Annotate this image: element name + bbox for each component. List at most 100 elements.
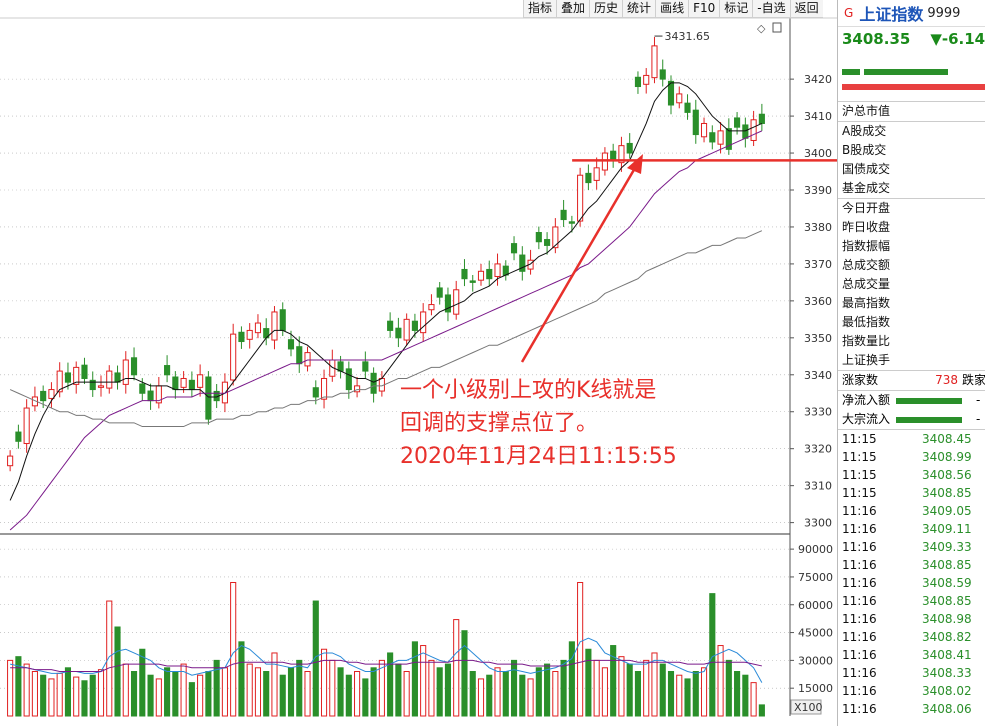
toolbar-mark-button[interactable]: 标记 [719,0,752,17]
kline-chart[interactable]: ◇ 3300 3310 3320 3330 3340 3350 3360 3370 3380 339… [0,0,837,726]
quote-code: 9999 [927,5,961,21]
toolbar-back-button[interactable]: 返回 [789,0,823,17]
volume-bar [122,663,129,717]
tick-time: 11:16 [842,630,877,644]
quote-price: 3408.35 [842,30,911,48]
stat-label: 昨日收盘 [842,220,891,234]
price-tick-label: 3390 [804,184,832,197]
annotation-arrowhead [627,154,643,174]
candle-body [180,377,187,388]
tick-price: 3408.41 [922,648,972,662]
toolbar-stats-button[interactable]: 统计 [622,0,655,17]
volume-tick-label: 15000 [798,682,833,695]
volume-bar [15,656,22,717]
candle-body [428,304,435,311]
tick-row: 11:15 3408.85 [838,484,985,502]
volume-bar [354,671,361,717]
volume-bar [23,663,30,717]
flow-label: 净流入额 [842,393,891,407]
volume-bar [684,678,691,717]
price-tick-label: 3420 [804,73,832,86]
volume-bar [304,671,311,717]
flow-row: 净流入额 - [838,391,985,410]
tick-list[interactable]: 11:15 3408.45 11:15 3408.99 11:15 3408.56 11:1… [838,429,985,718]
info-label: B股成交 [842,143,887,157]
candle-body [544,239,551,246]
candle-body [651,45,658,79]
volume-bar [577,582,584,717]
tick-time: 11:16 [842,666,877,680]
annotation-text: 一个小级别上攻的K线就是 回调的支撑点位了。 2020年11月24日11:15:… [400,374,677,473]
volume-bar [395,663,402,717]
candle-body [279,309,286,331]
volume-bar [469,671,476,717]
volume-bar [725,659,732,717]
quote-header: G 上证指数 9999 [838,0,985,27]
annotation-line: 2020年11月24日11:15:55 [400,444,677,469]
volume-bar [89,674,96,717]
quote-name: 上证指数 [859,5,924,24]
info-label: 基金成交 [842,181,891,195]
tick-time: 11:15 [842,486,877,500]
tick-row: 11:16 3408.59 [838,574,985,592]
volume-bar [734,671,741,717]
candle-body [618,145,625,164]
toolbar-f10-button[interactable]: F10 [688,0,719,17]
tick-price: 3409.33 [922,540,972,554]
toolbar-draw-button[interactable]: 画线 [655,0,688,17]
volume-bar [610,645,617,717]
flow-bar [896,416,963,423]
price-tick-label: 3340 [804,369,832,382]
candle-body [444,294,452,313]
quote-price-row: 3408.35 ▼-6.14 [838,27,985,51]
bid-bar-2 [864,69,948,75]
tick-row: 11:16 3408.98 [838,610,985,628]
volume-bar [700,667,708,717]
volume-bar [188,682,195,717]
candle-body [610,150,617,161]
tick-row: 11:16 3409.33 [838,538,985,556]
toolbar-indicator-button[interactable]: 指标 [523,0,556,17]
stat-label: 指数量比 [842,334,891,348]
volume-bar [527,678,534,717]
candle-body [271,311,278,341]
tick-price: 3409.11 [922,522,972,536]
buy-sell-bars [838,51,985,102]
candle-body [725,128,732,150]
volume-bar [626,663,633,717]
volume-tick-label: 90000 [798,543,833,556]
candle-body [734,117,741,128]
toolbar-watchlist-button[interactable]: -自选 [752,0,789,17]
candle-body [717,130,724,145]
stat-label: 总成交额 [842,258,891,272]
toolbar-history-button[interactable]: 历史 [589,0,622,17]
candle-body [23,407,30,445]
stat-label: 总成交量 [842,277,891,291]
volume-bar [254,667,262,717]
candle-body [197,374,204,388]
volume-bar [287,667,295,717]
volume-bar [164,667,171,717]
tick-price: 3408.06 [922,702,972,716]
candle-body [64,372,72,383]
candle-body [742,124,749,139]
candle-body [709,132,716,143]
candle-body [296,346,303,365]
volume-bar [230,582,237,717]
candle-body [692,109,699,136]
stat-label: 上证换手 [842,353,891,367]
stat-label: 今日开盘 [842,201,891,215]
tick-time: 11:16 [842,594,877,608]
toolbar-overlay-button[interactable]: 叠加 [556,0,589,17]
volume-bar [48,678,55,717]
candle-body [114,372,121,383]
volume-bar [667,671,675,717]
volume-bar [444,663,452,717]
candle-body [362,361,369,372]
volume-bar [246,663,253,717]
candle-body [486,268,493,280]
volume-bar [568,641,575,717]
quote-badge[interactable]: G [844,6,854,20]
volume-bar [477,678,485,717]
candle-body [172,376,179,391]
